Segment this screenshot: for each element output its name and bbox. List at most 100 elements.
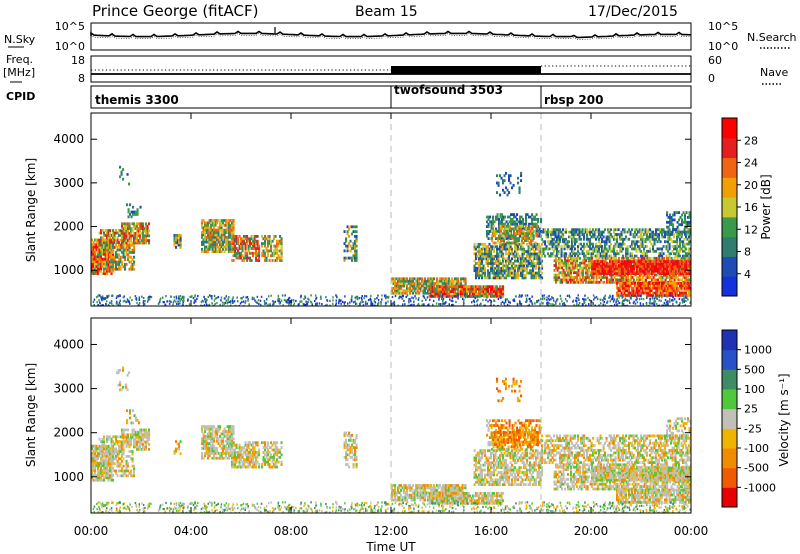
data-cell bbox=[133, 263, 135, 266]
data-cell bbox=[513, 213, 515, 216]
data-cell bbox=[612, 279, 614, 282]
data-cell bbox=[538, 267, 540, 270]
data-cell bbox=[627, 267, 629, 270]
data-cell bbox=[427, 296, 429, 298]
data-cell bbox=[143, 302, 145, 304]
data-cell bbox=[269, 259, 271, 262]
data-cell bbox=[634, 282, 636, 285]
data-cell bbox=[664, 295, 666, 297]
data-cell bbox=[532, 269, 534, 272]
data-cell bbox=[350, 245, 352, 248]
data-cell bbox=[148, 222, 150, 225]
data-cell bbox=[100, 267, 102, 270]
data-cell bbox=[258, 259, 260, 262]
data-cell bbox=[487, 290, 489, 293]
data-cell bbox=[543, 252, 545, 255]
data-cell bbox=[577, 245, 579, 248]
data-cell bbox=[530, 237, 532, 240]
data-cell bbox=[681, 289, 683, 292]
data-cell bbox=[120, 249, 122, 252]
data-cell bbox=[480, 285, 482, 288]
data-cell bbox=[588, 252, 590, 255]
data-cell bbox=[121, 225, 123, 228]
data-cell bbox=[117, 232, 119, 235]
data-cell bbox=[592, 252, 594, 255]
data-cell bbox=[257, 242, 259, 245]
data-cell bbox=[130, 256, 132, 259]
data-cell bbox=[492, 245, 494, 248]
data-cell bbox=[236, 235, 238, 238]
data-cell bbox=[561, 267, 563, 270]
data-cell bbox=[258, 257, 260, 260]
data-cell bbox=[248, 247, 250, 250]
data-cell bbox=[570, 274, 572, 277]
data-cell bbox=[501, 277, 503, 280]
data-cell bbox=[583, 248, 585, 251]
data-cell bbox=[565, 252, 567, 255]
data-cell bbox=[281, 300, 283, 302]
data-cell bbox=[356, 259, 358, 262]
data-cell bbox=[414, 295, 416, 297]
data-cell bbox=[174, 239, 176, 242]
data-cell bbox=[515, 220, 517, 223]
data-cell bbox=[233, 224, 235, 227]
data-cell bbox=[507, 245, 509, 248]
data-cell bbox=[565, 238, 567, 241]
data-cell bbox=[498, 182, 500, 185]
data-cell bbox=[595, 238, 597, 241]
data-cell bbox=[603, 281, 605, 284]
data-cell bbox=[281, 242, 283, 245]
data-cell bbox=[594, 236, 596, 239]
data-cell bbox=[666, 245, 668, 248]
freq-left-tick-bottom: 8 bbox=[78, 72, 85, 85]
data-cell bbox=[117, 256, 119, 259]
data-cell bbox=[237, 250, 239, 253]
data-cell bbox=[519, 218, 521, 221]
data-cell bbox=[642, 231, 644, 234]
data-cell bbox=[613, 250, 615, 253]
data-cell bbox=[466, 293, 468, 296]
data-cell bbox=[278, 245, 280, 248]
data-cell bbox=[528, 245, 530, 248]
data-cell bbox=[627, 248, 629, 251]
data-cell bbox=[533, 225, 535, 228]
data-cell bbox=[588, 276, 590, 279]
data-cell bbox=[676, 284, 678, 287]
data-cell bbox=[128, 215, 130, 218]
data-cell bbox=[460, 280, 462, 283]
data-cell bbox=[481, 250, 483, 253]
data-cell bbox=[483, 245, 485, 248]
data-cell bbox=[583, 252, 585, 255]
data-cell bbox=[510, 245, 512, 248]
data-cell bbox=[532, 232, 534, 235]
data-cell bbox=[354, 247, 356, 250]
data-cell bbox=[519, 186, 521, 189]
data-cell bbox=[203, 231, 205, 234]
data-cell bbox=[576, 240, 578, 243]
data-cell bbox=[610, 228, 612, 231]
data-cell bbox=[239, 235, 241, 238]
data-cell bbox=[501, 272, 503, 275]
data-cell bbox=[228, 222, 230, 225]
data-cell bbox=[216, 302, 218, 304]
data-cell bbox=[633, 257, 635, 260]
data-cell bbox=[97, 272, 99, 275]
data-cell bbox=[569, 267, 571, 270]
data-cell bbox=[621, 245, 623, 248]
data-cell bbox=[123, 296, 125, 298]
data-cell bbox=[206, 304, 208, 306]
data-cell bbox=[530, 242, 532, 245]
data-cell bbox=[512, 218, 514, 221]
data-cell bbox=[531, 213, 533, 216]
data-cell bbox=[555, 231, 557, 234]
data-cell bbox=[484, 267, 486, 270]
data-cell bbox=[175, 301, 177, 303]
data-cell bbox=[147, 232, 149, 235]
data-cell bbox=[344, 295, 346, 297]
data-cell bbox=[145, 237, 147, 240]
data-cell bbox=[582, 281, 584, 284]
data-cell bbox=[582, 231, 584, 234]
data-cell bbox=[663, 257, 665, 260]
data-cell bbox=[672, 250, 674, 253]
data-cell bbox=[124, 268, 126, 271]
